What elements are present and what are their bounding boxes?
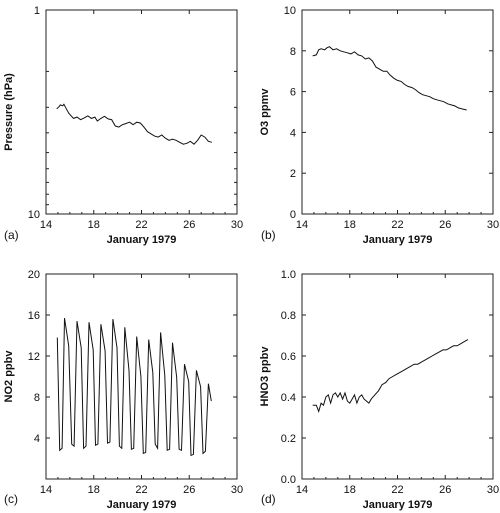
x-tick-label: 18 [344,219,356,231]
series-line [56,318,212,457]
y-tick-label: 4 [290,127,296,139]
x-tick-label: 26 [439,219,451,231]
y-axis-label: O3 ppmv [259,88,271,136]
x-tick-label: 22 [135,484,147,496]
x-tick-label: 30 [231,219,243,231]
y-tick-label: 4 [34,433,40,445]
y-tick-label: 2 [290,168,296,180]
x-tick-label: 22 [135,219,147,231]
y-tick-label: 8 [34,392,40,404]
y-tick-label: 12 [28,351,40,363]
y-tick-label: 0 [290,209,296,221]
panel-tag: (c) [4,492,18,506]
y-tick-label: 16 [28,310,40,322]
x-axis-label: January 1979 [363,499,433,511]
panel-no2: 14 18 22 26 30 4 8 12 16 20 January 1979 NO2 ppbv (c… [3,269,243,511]
plot-frame [301,9,494,215]
y-tick-label: 8 [290,46,296,58]
y-axis-label: HNO3 ppbv [259,346,271,407]
x-tick-label: 30 [231,484,243,496]
y-tick-label: 0.0 [281,474,296,486]
x-tick-label: 26 [183,484,195,496]
panel-hno3: 14 18 22 26 30 0.0 0.2 0.4 0.6 0.8 1.0 January 1979… [259,269,499,511]
x-tick-label: 22 [391,219,403,231]
x-tick-label: 26 [439,484,451,496]
x-tick-label: 22 [391,484,403,496]
x-tick-label: 14 [40,484,52,496]
y-tick-label: 0.2 [281,433,296,445]
x-tick-label: 26 [183,219,195,231]
x-tick-label: 18 [88,219,100,231]
x-axis-label: January 1979 [363,234,433,246]
x-tick-label: 14 [296,219,308,231]
panel-o3: 14 18 22 26 30 0 2 4 6 8 10 January 1979 O3 ppmv (b) [259,5,499,246]
panel-tag: (d) [261,492,276,506]
x-axis-label: January 1979 [107,234,177,246]
x-axis-label: January 1979 [107,499,177,511]
y-tick-label: 6 [290,87,296,99]
y-tick-label: 1 [34,5,40,17]
y-tick-label: 20 [28,269,40,281]
y-axis-label: Pressure (hPa) [3,73,15,151]
y-tick-label: 1.0 [281,269,296,281]
y-tick-label: 0.6 [281,351,296,363]
x-tick-label: 18 [88,484,100,496]
panel-tag: (a) [4,228,19,242]
y-axis-label: NO2 ppbv [3,350,15,403]
plot-frame [45,273,238,480]
series-line [312,46,467,111]
x-tick-label: 30 [487,484,499,496]
y-tick-label: 10 [28,209,40,221]
x-tick-label: 14 [296,484,308,496]
plot-frame [301,273,494,480]
series-line [56,103,213,145]
plot-frame [45,9,238,215]
panel-tag: (b) [261,228,276,242]
x-tick-label: 14 [40,219,52,231]
panel-pressure: 14 18 22 26 30 1 10 January 1979 Pressure (hPa) (… [3,5,243,246]
y-tick-label: 10 [284,5,296,17]
series-line [312,339,469,413]
x-tick-label: 30 [487,219,499,231]
y-tick-label: 0.8 [281,310,296,322]
y-tick-label: 0.4 [281,392,296,404]
x-tick-label: 18 [344,484,356,496]
